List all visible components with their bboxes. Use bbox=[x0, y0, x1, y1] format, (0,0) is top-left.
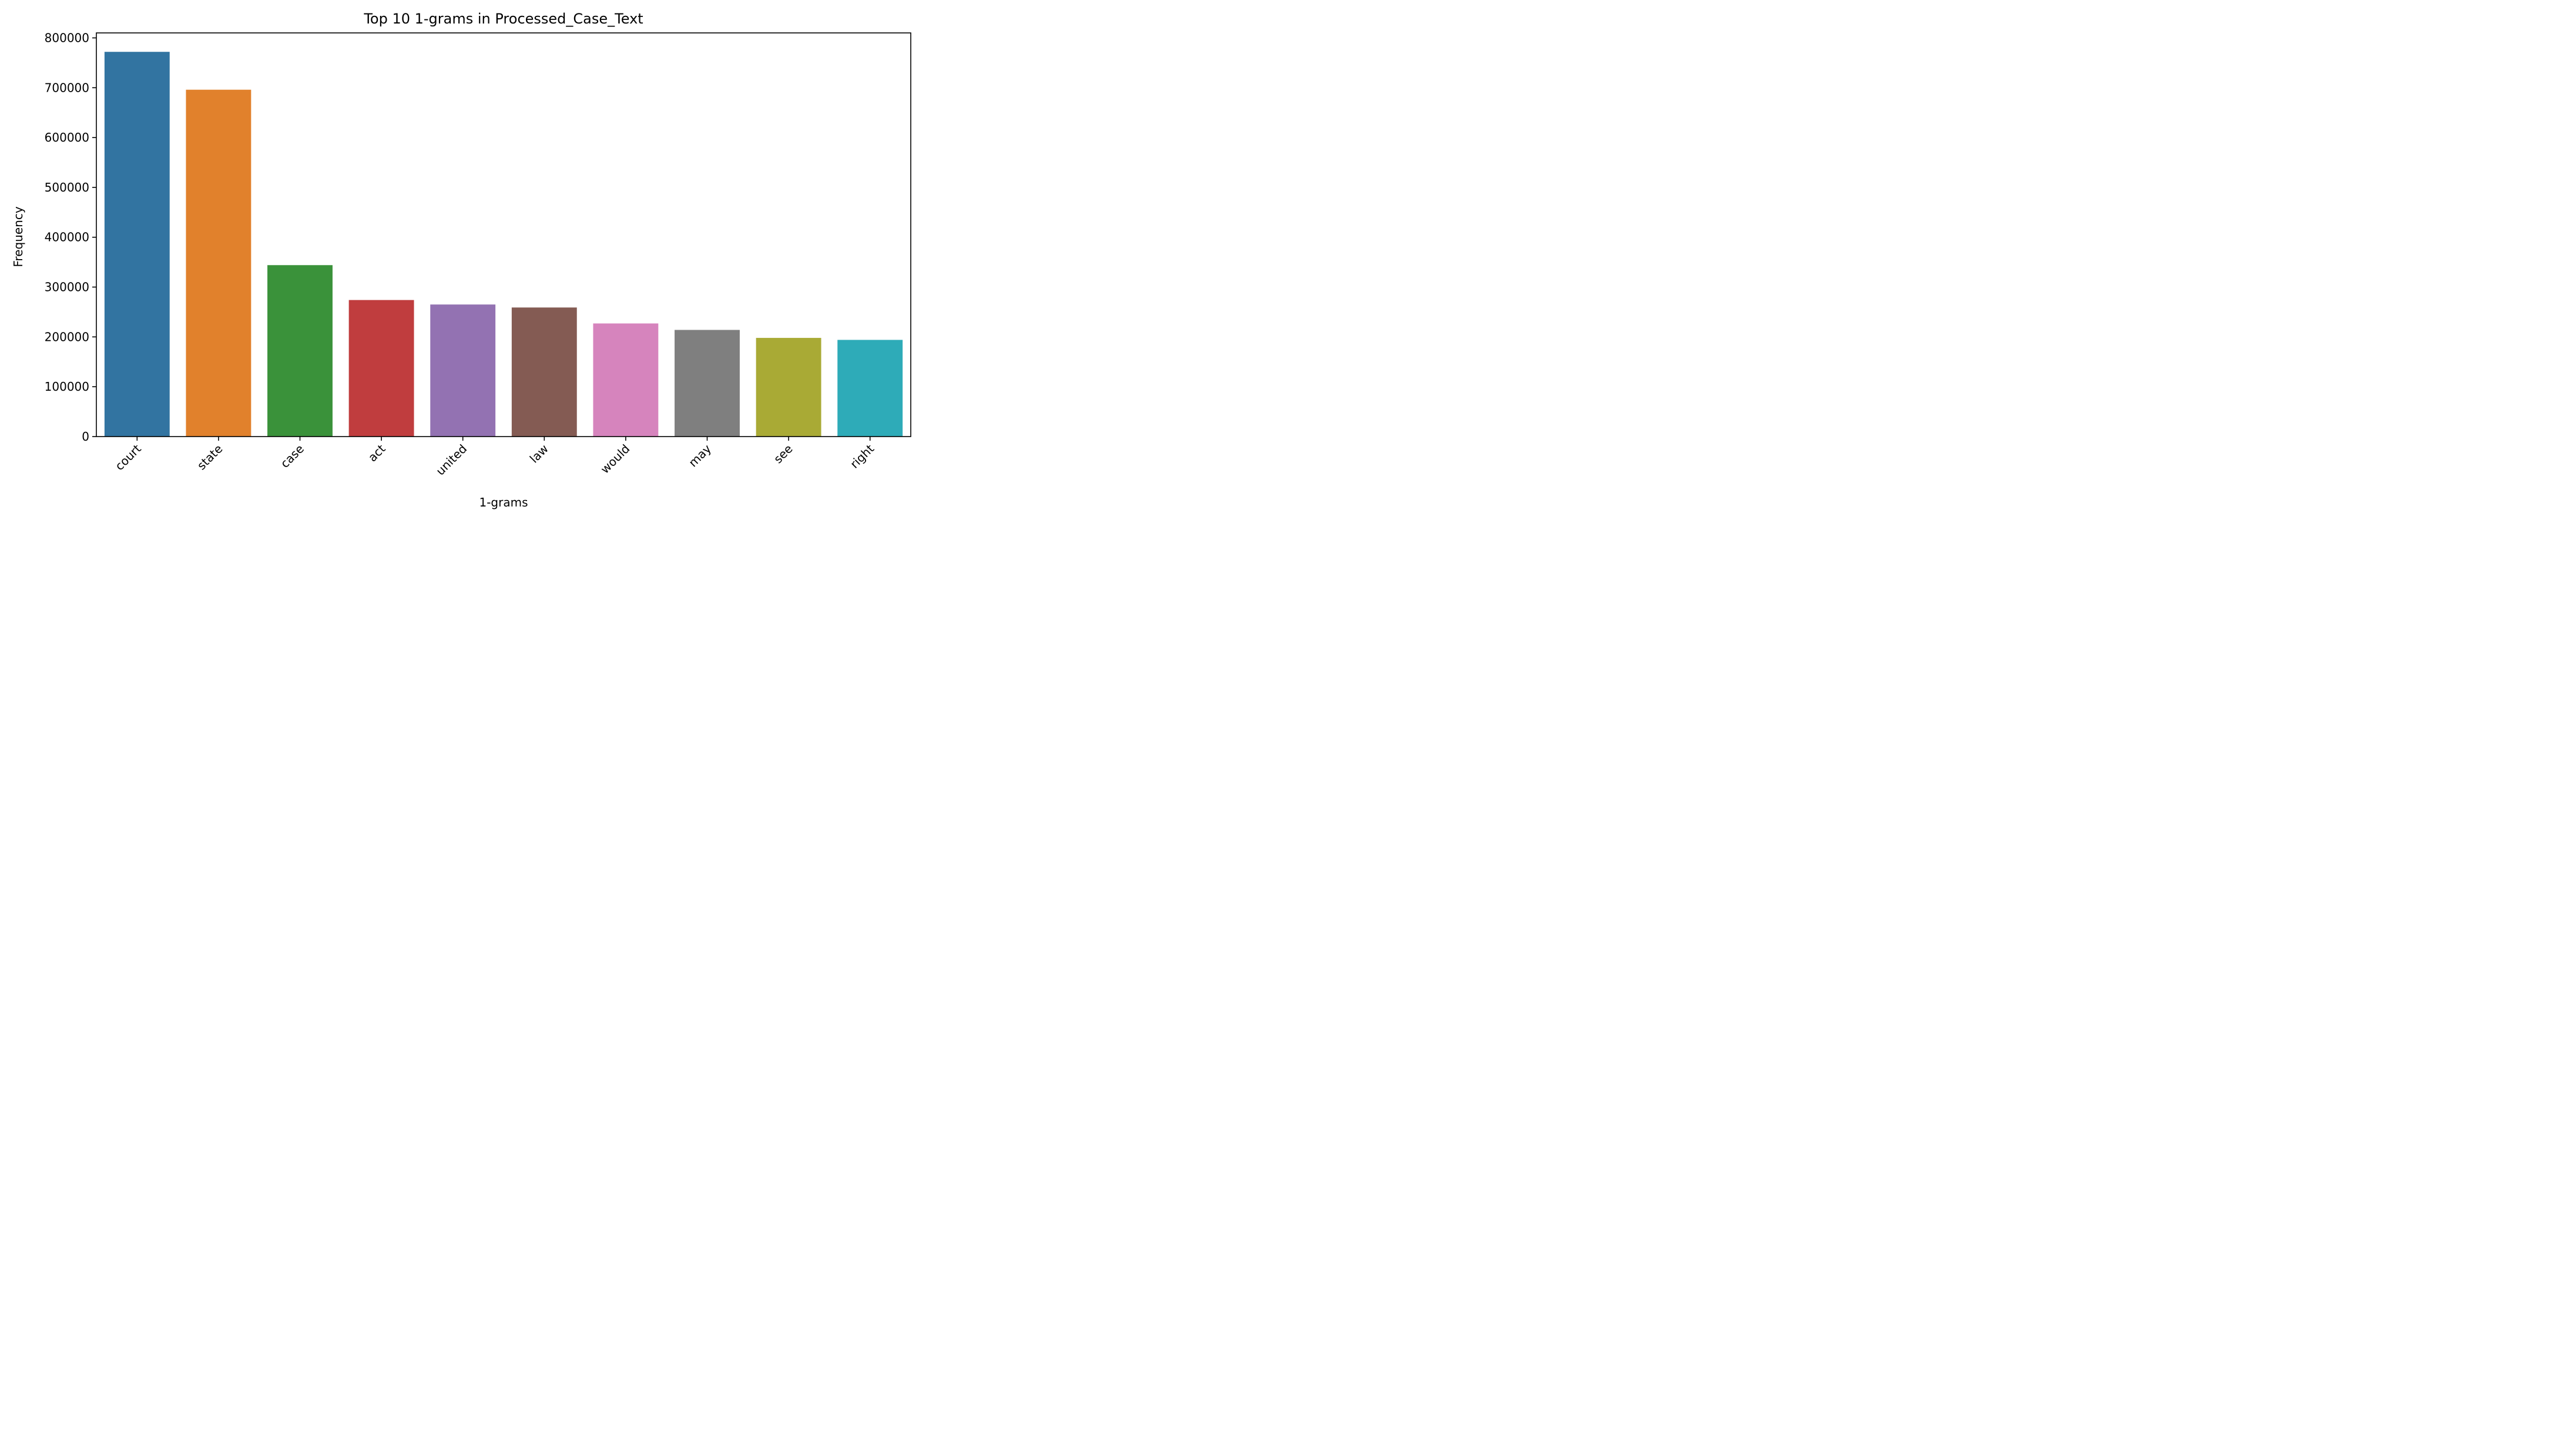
y-tick-label: 200000 bbox=[45, 330, 89, 344]
bar-right bbox=[837, 340, 903, 437]
bar-united bbox=[430, 304, 496, 437]
y-tick-label: 300000 bbox=[45, 280, 89, 294]
plot-frame bbox=[96, 32, 911, 437]
y-tick-label: 500000 bbox=[45, 180, 89, 194]
y-axis-title: Frequency bbox=[11, 206, 25, 267]
bars-group bbox=[104, 52, 903, 437]
bar-act bbox=[348, 300, 414, 437]
bar-law bbox=[511, 307, 577, 437]
bar-chart: Top 10 1-grams in Processed_Case_Text 0 1… bbox=[0, 0, 921, 521]
x-axis-title: 1-grams bbox=[479, 495, 528, 509]
bar-court bbox=[104, 52, 170, 437]
bar-state bbox=[186, 89, 251, 437]
bar-would bbox=[593, 323, 659, 437]
y-tick-label: 400000 bbox=[45, 230, 89, 244]
y-tick-label: 0 bbox=[82, 430, 89, 444]
y-axis: 0 100000 200000 300000 400000 500000 600000 700… bbox=[45, 31, 96, 444]
y-tick-label: 700000 bbox=[45, 80, 89, 95]
y-tick-label: 600000 bbox=[45, 130, 89, 145]
bar-may bbox=[675, 330, 740, 437]
bar-see bbox=[756, 338, 821, 437]
chart-title: Top 10 1-grams in Processed_Case_Text bbox=[363, 11, 643, 27]
y-tick-label: 800000 bbox=[45, 31, 89, 45]
y-tick-label: 100000 bbox=[45, 380, 89, 394]
bar-case bbox=[267, 265, 333, 437]
